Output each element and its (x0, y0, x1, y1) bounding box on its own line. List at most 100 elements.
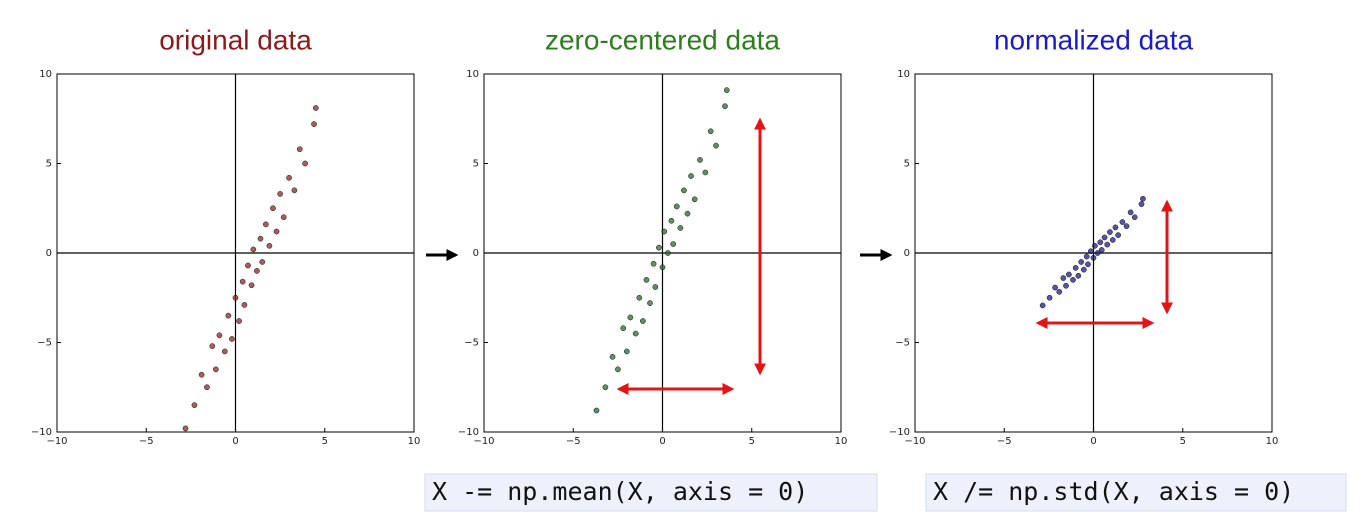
point (652, 284, 659, 290)
point (1140, 195, 1146, 202)
point (673, 203, 680, 210)
y-tick-label: −10 (889, 427, 910, 438)
y-tick-label: 10 (39, 69, 52, 80)
x-tick-label: −10 (46, 436, 67, 447)
y-tick-label: 10 (897, 69, 910, 80)
point (627, 314, 634, 321)
point (221, 348, 228, 355)
point (257, 235, 264, 242)
point (593, 407, 600, 414)
point (659, 264, 666, 271)
point (1085, 261, 1091, 268)
point (620, 325, 627, 332)
point (1046, 294, 1053, 301)
point (291, 187, 298, 194)
point (1078, 259, 1085, 265)
x-tick-label: −5 (566, 436, 581, 447)
x-tick-label: −10 (473, 436, 494, 447)
y-tick-label: 5 (904, 159, 910, 170)
point (650, 260, 657, 267)
point (668, 217, 675, 224)
point (723, 87, 730, 93)
x-tick-label: 0 (659, 436, 665, 447)
x-tick-label: 5 (1180, 436, 1186, 447)
point (239, 278, 246, 285)
point (259, 259, 266, 265)
x-tick-label: 0 (1090, 436, 1096, 447)
y-tick-label: −5 (464, 338, 479, 349)
point (1039, 302, 1046, 309)
point (213, 366, 219, 373)
point (1094, 250, 1101, 256)
code-line: X /= np.std(X, axis = 0) (933, 477, 1294, 506)
point (1115, 232, 1121, 238)
x-tick-label: 0 (232, 436, 238, 447)
point (1090, 254, 1097, 261)
point (229, 336, 235, 342)
point (1083, 253, 1090, 260)
point (1052, 284, 1058, 291)
point (1097, 239, 1104, 246)
point (661, 228, 668, 235)
point (1109, 237, 1116, 243)
point (623, 348, 630, 355)
point (707, 128, 714, 135)
y-tick-label: −10 (31, 427, 52, 438)
point (1063, 282, 1069, 289)
x-tick-label: 5 (322, 436, 328, 447)
point (1138, 201, 1145, 207)
point (302, 160, 308, 167)
point (1123, 223, 1130, 229)
point (713, 142, 719, 149)
point (277, 191, 283, 197)
point (182, 425, 189, 432)
y-tick-label: 5 (473, 159, 479, 170)
point (1087, 248, 1094, 255)
y-tick-label: 0 (904, 248, 910, 259)
point (691, 196, 698, 203)
point (722, 103, 728, 110)
panel: original data −10 −5 0 5 10 −10 −5 0 5 10 (31, 24, 420, 447)
point (702, 169, 709, 176)
point (286, 174, 292, 181)
point (1066, 271, 1072, 278)
code-line: X -= np.mean(X, axis = 0) (432, 477, 808, 506)
point (1107, 229, 1113, 235)
point (656, 244, 662, 251)
point (615, 366, 621, 373)
x-tick-label: −5 (139, 436, 154, 447)
point (670, 241, 677, 247)
point (636, 294, 643, 301)
point (1060, 275, 1067, 281)
point (216, 332, 223, 339)
point (204, 384, 210, 391)
point (632, 330, 639, 337)
point (1075, 272, 1082, 279)
point (280, 214, 287, 221)
point (602, 384, 609, 391)
x-tick-label: 10 (835, 436, 848, 447)
point (1112, 224, 1119, 231)
point (262, 221, 269, 228)
point (1098, 247, 1105, 253)
point (1081, 266, 1087, 273)
y-tick-label: −10 (458, 427, 479, 438)
point (245, 262, 251, 269)
y-tick-label: 0 (473, 248, 479, 259)
point (312, 105, 319, 111)
point (665, 250, 671, 256)
x-tick-label: 5 (749, 436, 755, 447)
point (1101, 234, 1108, 241)
y-tick-label: 0 (46, 248, 52, 259)
point (250, 246, 257, 253)
y-tick-label: −5 (895, 338, 910, 349)
point (609, 353, 616, 360)
point (697, 157, 703, 163)
point (296, 146, 303, 153)
point (191, 402, 198, 408)
chart-title: normalized data (994, 24, 1194, 55)
point (643, 277, 650, 283)
point (273, 228, 280, 235)
point (270, 205, 276, 212)
y-tick-label: 5 (46, 159, 52, 170)
